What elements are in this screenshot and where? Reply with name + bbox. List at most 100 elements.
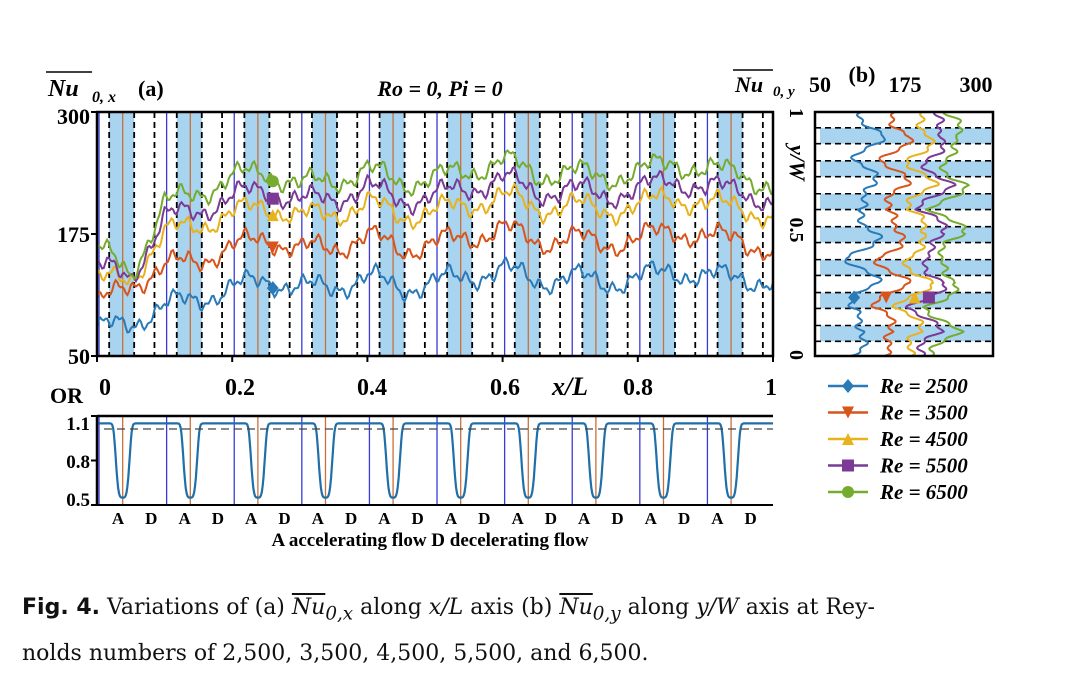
panel-a-xtick: 0 (99, 375, 111, 401)
panel-a-xtick: 0.8 (623, 375, 653, 401)
or-panel-flow-label: A (312, 509, 325, 528)
legend-marker (842, 406, 854, 419)
legend-label: Re = 5500 (879, 454, 968, 478)
figure: Nu 0, x (a) Ro = 0, Pi = 0 300 175 50 0 … (46, 62, 995, 551)
panel-a-series-marker (266, 281, 279, 296)
caption-line-2: nolds numbers of 2,500, 3,500, 4,500, 5,… (22, 641, 649, 667)
panel-a-series-marker (266, 175, 279, 188)
panel-a-band (311, 112, 337, 356)
panel-b-ytick: 0 (785, 350, 807, 360)
or-panel-flow-label: D (745, 509, 757, 528)
panel-b-series-line (891, 111, 940, 357)
panel-a-bands (109, 112, 743, 356)
panel-b-band (820, 160, 993, 177)
or-panel-flow-label: A (711, 509, 724, 528)
panel-b-series-line (870, 111, 915, 357)
or-panel-flow-label: D (678, 509, 690, 528)
or-panel-flow-label: A (378, 509, 391, 528)
or-panel-flow-note: A accelerating flow D decelerating flow (271, 530, 588, 551)
panel-b-series-marker (922, 291, 935, 304)
caption-symbol-b-sub: 0,y (592, 603, 621, 625)
or-panel-ylabel: OR (50, 383, 84, 408)
or-panel-flow-label: A (578, 509, 591, 528)
panel-a-ylabel-sub: 0, x (92, 89, 116, 106)
panel-b-series-line (844, 111, 886, 357)
panel-a-separators (91, 111, 774, 362)
panel-b-xtick: 50 (809, 72, 831, 97)
caption-label: Fig. 4. (22, 595, 100, 620)
legend-marker (842, 379, 854, 393)
panel-a-xlabel: x/L (551, 372, 588, 401)
legend-marker (842, 433, 854, 445)
panel-a-xtick: 0.4 (357, 375, 387, 401)
caption-symbol-a: Nu (291, 595, 326, 620)
caption-text: axis at Rey- (745, 595, 875, 620)
or-panel-markers (91, 415, 732, 506)
caption-axis-b: y/W (696, 595, 739, 620)
panel-b-xtick: 300 (960, 72, 993, 97)
panel-b-xtick: 175 (889, 72, 922, 97)
panel-a-series (96, 149, 774, 334)
or-panel-ytick: 1.1 (66, 414, 90, 435)
panel-b-series-marker (908, 291, 921, 304)
panel-b-xlabel-sub: 0, y (773, 84, 795, 100)
caption-text: Variations of (a) (107, 595, 285, 620)
panel-b-series-marker (848, 290, 861, 305)
panel-a-band (176, 112, 202, 356)
panel-a-series-marker (266, 241, 279, 254)
or-panel-curve-line (97, 422, 773, 499)
panel-a-series-line (96, 219, 774, 299)
panel-b-band (820, 259, 993, 276)
panel-b-bands (815, 127, 993, 343)
panel-b-frame (813, 110, 995, 358)
panel-a-xtick: 0.2 (225, 375, 255, 401)
legend-label: Re = 2500 (879, 374, 968, 398)
or-panel-flow-label: A (178, 509, 191, 528)
or-panel-flow-label: D (412, 509, 424, 528)
figure-caption: Fig. 4. Variations of (a) Nu0,x along x/… (22, 588, 1052, 674)
or-panel-flow-label: D (345, 509, 357, 528)
panel-b-band (820, 325, 993, 342)
or-panel-flow-label: D (145, 509, 157, 528)
caption-text: along (360, 595, 422, 620)
panel-a-series-marker (266, 192, 279, 205)
or-panel-ytick: 0.8 (66, 452, 90, 473)
panel-b-series-line (904, 111, 957, 357)
caption-text: axis (b) (470, 595, 553, 620)
panel-a-ytick: 50 (68, 344, 90, 369)
panel-b-xlabel: Nu (734, 72, 763, 97)
panel-a-xtick: 0.6 (490, 375, 520, 401)
panel-b-ylabel: y/W (785, 142, 810, 182)
or-panel-flow-label: D (212, 509, 224, 528)
panel-a-band (514, 112, 540, 356)
panel-b-ytick: 1 (785, 108, 807, 118)
panel-a-frame (95, 110, 775, 358)
caption-line-1: Fig. 4. Variations of (a) Nu0,x along x/… (22, 588, 1052, 634)
legend-marker (842, 486, 854, 498)
legend-label: Re = 4500 (879, 427, 968, 451)
panel-a-ylabel: Nu (47, 76, 79, 102)
caption-text: along (627, 595, 690, 620)
panel-b-series (844, 111, 971, 357)
panel-a-title: Ro = 0, Pi = 0 (376, 76, 502, 101)
panel-a-series-line (96, 149, 774, 280)
or-panel-flow-label: D (478, 509, 490, 528)
caption-axis-a: x/L (428, 595, 464, 620)
panel-a-label: (a) (138, 76, 164, 101)
panel-b-ytick: 0.5 (785, 218, 807, 243)
or-panel-ytick: 0.5 (66, 490, 90, 511)
panel-b-series-marker (880, 291, 893, 304)
or-panel-flow-label: D (611, 509, 623, 528)
panel-b-series-line (921, 111, 971, 357)
legend-marker (842, 459, 854, 472)
panel-a-xtick: 1 (765, 375, 777, 401)
caption-symbol-a-sub: 0,x (325, 603, 354, 625)
panel-a-band (379, 112, 405, 356)
panel-a-band (717, 112, 743, 356)
panel-a-ytick: 175 (57, 222, 90, 247)
or-panel-flow-label: D (278, 509, 290, 528)
panel-a-series-line (96, 182, 774, 286)
panel-a-band (109, 112, 135, 356)
